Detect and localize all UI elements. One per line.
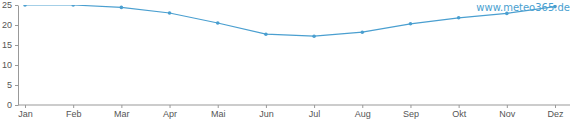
x-tick-label: Mai <box>211 109 226 119</box>
x-tick-mark <box>218 105 219 108</box>
y-tick: 10 <box>2 60 18 70</box>
marker <box>216 21 220 25</box>
x-tick-label: Jan <box>18 109 33 119</box>
x-tick: Jan <box>18 105 33 119</box>
x-tick-mark <box>459 105 460 108</box>
y-tick-mark <box>15 65 18 66</box>
y-tick-mark <box>15 45 18 46</box>
y-tick-mark <box>15 25 18 26</box>
chart: 0 5 10 15 20 25 Jan Feb Mar Apr Mai Jun Jul Aug Sep Okt… <box>0 0 576 120</box>
x-tick: Apr <box>163 105 177 119</box>
x-tick: Aug <box>355 105 371 119</box>
x-tick-mark <box>170 105 171 108</box>
y-axis-line <box>18 6 19 106</box>
y-tick: 20 <box>2 20 18 30</box>
y-tick-label: 20 <box>2 20 12 30</box>
x-tick-label: Dez <box>547 109 564 119</box>
marker <box>312 34 316 38</box>
marker <box>23 5 27 7</box>
x-axis-line <box>18 105 570 106</box>
marker <box>553 5 557 8</box>
marker <box>409 22 413 26</box>
marker <box>457 16 461 20</box>
x-tick-label: Apr <box>163 109 177 119</box>
y-tick-mark <box>15 85 18 86</box>
marker <box>505 12 509 16</box>
y-tick-mark <box>15 105 18 106</box>
x-tick: Dez <box>547 105 564 119</box>
x-tick-label: Aug <box>355 109 371 119</box>
x-tick-mark <box>121 105 122 108</box>
x-tick-label: Okt <box>452 109 467 119</box>
x-tick-mark <box>555 105 556 108</box>
plot-area <box>23 5 557 38</box>
y-tick-label: 10 <box>2 60 12 70</box>
x-tick-label: Feb <box>66 109 82 119</box>
x-tick-mark <box>507 105 508 108</box>
marker <box>120 6 124 10</box>
x-tick: Jun <box>259 105 274 119</box>
y-tick-label: 25 <box>2 0 12 10</box>
x-tick: Okt <box>452 105 467 119</box>
x-tick-label: Nov <box>499 109 516 119</box>
x-tick: Nov <box>499 105 516 119</box>
x-tick-mark <box>362 105 363 108</box>
y-tick: 5 <box>7 80 18 90</box>
marker <box>71 5 75 7</box>
x-tick: Feb <box>66 105 82 119</box>
y-tick: 0 <box>7 100 18 110</box>
x-tick-label: Sep <box>403 109 419 119</box>
x-tick-mark <box>410 105 411 108</box>
x-tick: Mai <box>211 105 226 119</box>
x-tick-mark <box>25 105 26 108</box>
line <box>25 5 555 36</box>
x-tick-mark <box>266 105 267 108</box>
y-tick-label: 0 <box>7 100 12 110</box>
x-tick-label: Jun <box>259 109 274 119</box>
marker <box>360 30 364 34</box>
y-tick: 25 <box>2 0 18 10</box>
x-tick-mark <box>73 105 74 108</box>
x-axis: Jan Feb Mar Apr Mai Jun Jul Aug Sep Okt Nov Dez <box>18 105 570 119</box>
marker <box>168 11 172 15</box>
marker <box>264 32 268 36</box>
y-tick-mark <box>15 5 18 6</box>
x-tick: Jul <box>309 105 321 119</box>
y-tick-label: 15 <box>2 40 12 50</box>
x-tick-label: Jul <box>309 109 321 119</box>
x-tick-mark <box>314 105 315 108</box>
y-axis: 0 5 10 15 20 25 <box>2 0 19 110</box>
y-tick: 15 <box>2 40 18 50</box>
x-tick-label: Mar <box>114 109 130 119</box>
y-tick-label: 5 <box>7 80 12 90</box>
x-tick: Mar <box>114 105 130 119</box>
x-tick: Sep <box>403 105 419 119</box>
